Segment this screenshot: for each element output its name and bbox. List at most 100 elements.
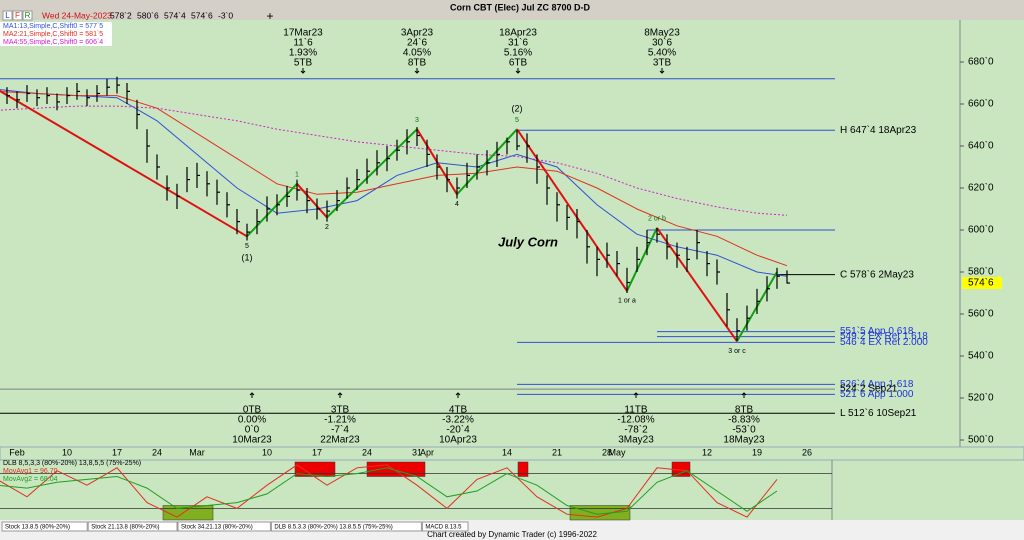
tab-label[interactable]: Stock 34.21.13 (80%-20%) bbox=[181, 525, 253, 531]
x-tick-label: 28 bbox=[602, 447, 612, 457]
level-label: C 578`6 2May23 bbox=[840, 268, 914, 280]
header-field: 574`6 bbox=[191, 10, 213, 20]
level-label: 551`5 App 0.618 bbox=[840, 325, 914, 337]
swing-label: 1 bbox=[295, 172, 299, 179]
y-tick-label: 540`0 bbox=[968, 350, 994, 362]
y-tick-label: 580`0 bbox=[968, 266, 994, 278]
level-label: 546`4 EX Ret 2.000 bbox=[840, 336, 928, 348]
note-top: 3TB bbox=[653, 58, 672, 69]
note-bottom: 10Mar23 bbox=[232, 435, 272, 446]
note-bottom: 4TB bbox=[449, 405, 468, 416]
swing-label: 3 bbox=[415, 117, 419, 124]
header-field: -3`0 bbox=[218, 10, 233, 20]
note-bottom: 3TB bbox=[331, 405, 350, 416]
y-tick-label: 620`0 bbox=[968, 182, 994, 194]
x-tick-label: 12 bbox=[702, 447, 712, 457]
note-arrow bbox=[300, 68, 306, 74]
tab-label[interactable]: Stock 13.8.5 (80%-20%) bbox=[5, 525, 70, 531]
tab[interactable] bbox=[270, 521, 422, 532]
note-top: 30`6 bbox=[652, 37, 672, 49]
tab[interactable] bbox=[177, 521, 271, 532]
legend-box bbox=[0, 38, 112, 46]
tab[interactable] bbox=[87, 521, 178, 532]
note-top: 5.16% bbox=[504, 48, 532, 59]
note-arrow bbox=[455, 392, 461, 398]
x-tick-label: 14 bbox=[502, 447, 512, 457]
level-label: 524`2 Sep21 bbox=[840, 383, 898, 395]
annotation: July Corn bbox=[498, 234, 558, 249]
note-top: 11`6 bbox=[293, 37, 313, 49]
note-top: 8TB bbox=[408, 58, 427, 69]
note-bottom: -1.21% bbox=[324, 415, 356, 426]
tab-label[interactable]: Stock 21.13.8 (80%-20%) bbox=[91, 525, 159, 531]
legend-box bbox=[0, 22, 112, 30]
note-top: 18Apr23 bbox=[499, 28, 537, 39]
x-tick-label: 31 bbox=[412, 447, 422, 457]
tab[interactable] bbox=[1, 521, 88, 532]
note-bottom: 0TB bbox=[243, 405, 262, 416]
osc-zone bbox=[366, 461, 426, 477]
x-tick-label: 26 bbox=[802, 447, 812, 457]
note-bottom: 8TB bbox=[735, 405, 754, 416]
osc-title: DLB 8,5,3,3 (80%-20%) 13,8,5,5 (75%-25%) bbox=[3, 460, 141, 467]
swing-line bbox=[656, 227, 738, 342]
legend-box bbox=[0, 30, 112, 38]
x-tick-label: 21 bbox=[552, 447, 562, 457]
swing-line bbox=[296, 183, 328, 219]
moving-average bbox=[0, 105, 788, 216]
note-bottom: 11TB bbox=[624, 405, 647, 416]
swing-line bbox=[326, 128, 418, 219]
note-top: 6TB bbox=[509, 58, 528, 69]
swing-line bbox=[516, 128, 628, 292]
y-tick-label: 500`0 bbox=[968, 434, 994, 446]
note-bottom: 0.00% bbox=[238, 415, 266, 426]
swing-label: 5 bbox=[245, 243, 249, 250]
toolbar-button[interactable] bbox=[12, 10, 23, 21]
x-tick-label: 10 bbox=[262, 447, 272, 457]
x-tick-label: 24 bbox=[362, 447, 372, 457]
osc-legend: MovAvg1 = 96.70 bbox=[3, 468, 58, 475]
note-top: 5TB bbox=[294, 58, 313, 69]
y-tick-label: 560`0 bbox=[968, 308, 994, 320]
toolbar-label[interactable]: L bbox=[5, 11, 10, 20]
osc-line bbox=[0, 467, 778, 515]
swing-line bbox=[246, 183, 298, 237]
y-tick-label: 660`0 bbox=[968, 98, 994, 110]
plus-icon[interactable]: + bbox=[266, 9, 273, 23]
toolbar-button[interactable] bbox=[22, 10, 33, 21]
price-marker bbox=[962, 277, 1002, 290]
moving-average bbox=[0, 91, 788, 267]
legend-entry: MA1:13,Simple,C,Shift0 = 577`5 bbox=[3, 23, 103, 30]
x-tick-label: 17 bbox=[312, 447, 322, 457]
note-top: 17Mar23 bbox=[283, 28, 323, 39]
note-bottom: -8.83% bbox=[728, 415, 760, 426]
note-arrow bbox=[249, 392, 255, 398]
toolbar-label[interactable]: R bbox=[25, 11, 31, 20]
y-tick-label: 520`0 bbox=[968, 392, 994, 404]
header-field: 574`4 bbox=[164, 10, 186, 20]
swing-label: 2 bbox=[325, 224, 329, 231]
tab[interactable] bbox=[421, 521, 469, 532]
osc-zone bbox=[569, 505, 631, 521]
panel-background bbox=[0, 20, 1024, 520]
toolbar-button[interactable] bbox=[2, 10, 13, 21]
x-tick-label: Feb bbox=[9, 447, 25, 457]
y-tick-label: 680`0 bbox=[968, 56, 994, 68]
note-bottom: -78`2 bbox=[624, 424, 648, 436]
tab-label[interactable]: MACD 8.13.5 bbox=[425, 525, 462, 531]
note-bottom: -7`4 bbox=[331, 424, 349, 436]
note-top: 8May23 bbox=[644, 28, 680, 39]
x-tick-label: 10 bbox=[62, 447, 72, 457]
tab-label[interactable]: DLB 8.5.3.3 (80%-20%) 13.8.5.5 (75%-25%) bbox=[274, 525, 392, 531]
toolbar-label[interactable]: F bbox=[15, 11, 20, 20]
note-bottom: -20`4 bbox=[446, 424, 470, 436]
note-top: 31`6 bbox=[508, 37, 528, 49]
x-tick-label: May bbox=[608, 447, 626, 457]
osc-line bbox=[0, 464, 778, 518]
header-field: 580`6 bbox=[137, 10, 159, 20]
note-arrow bbox=[659, 68, 665, 74]
degree-label: (1) bbox=[242, 253, 253, 263]
swing-line bbox=[626, 227, 658, 292]
